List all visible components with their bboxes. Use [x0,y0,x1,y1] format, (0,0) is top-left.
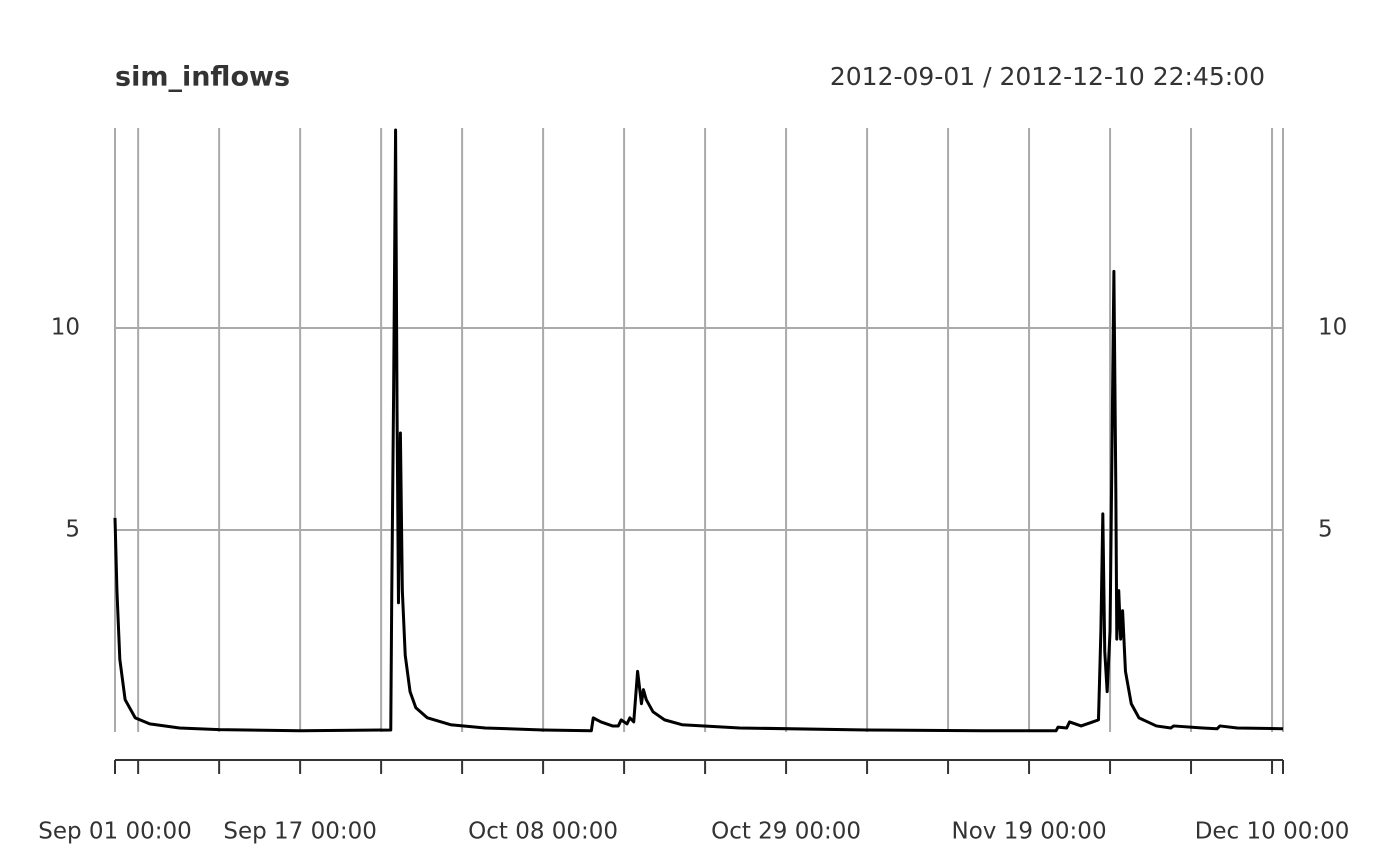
x-tick-label: Nov 19 00:00 [952,819,1107,845]
x-tick-label: Oct 29 00:00 [711,819,861,845]
chart-title: sim_inflows [115,62,290,93]
series-line [113,128,1284,733]
y-tick-label: 10 [51,314,80,340]
x-tick-label: Oct 08 00:00 [468,819,618,845]
y-tick-label: 5 [65,516,80,542]
y2-tick-label: 10 [1318,314,1347,340]
x-tick-label: Dec 10 00:00 [1195,819,1350,845]
x-tick-label: Sep 17 00:00 [223,819,377,845]
x-tick-label: Sep 01 00:00 [38,819,192,845]
y2-tick-label: 5 [1318,516,1333,542]
chart-subtitle: 2012-09-01 / 2012-12-10 22:45:00 [830,62,1265,91]
